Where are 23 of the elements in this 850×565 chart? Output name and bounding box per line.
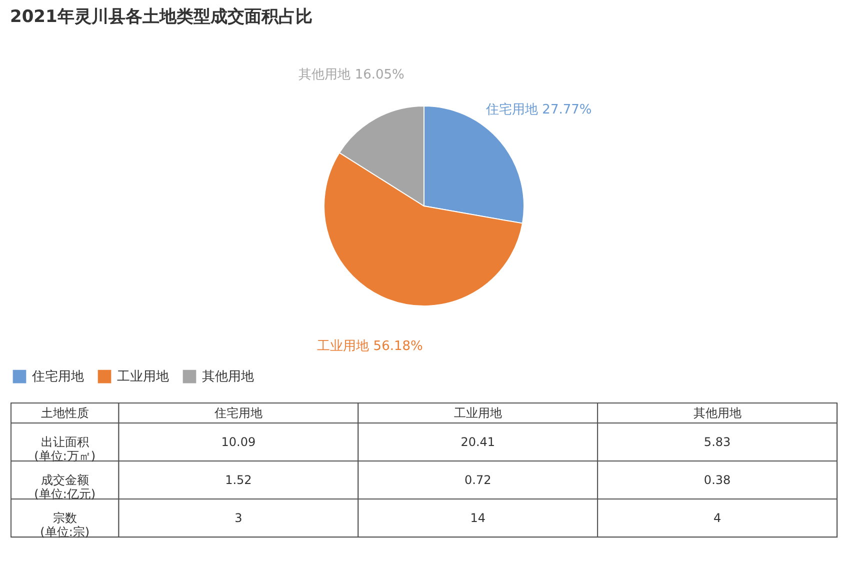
- text: 4: [713, 511, 722, 525]
- text: 土地性质: [40, 406, 89, 420]
- text: 1.52: [225, 473, 252, 487]
- category-label: 住宅用地 27.77%: [486, 102, 592, 118]
- text: 14: [470, 511, 486, 525]
- legend-label: 其他用地: [202, 370, 254, 385]
- category-label: 出让面积 (单位:万㎡): [34, 435, 96, 463]
- text: 3: [234, 511, 242, 525]
- category-label: 宗数 (单位:宗): [40, 511, 90, 539]
- category-label: 其他用地: [693, 406, 742, 420]
- text: 0.72: [464, 473, 492, 487]
- text: 0.38: [704, 473, 731, 487]
- category-label: 工业用地: [454, 406, 502, 420]
- category-label: 成交金额 (单位:亿元): [34, 473, 96, 501]
- category-label: 住宅用地: [213, 406, 262, 420]
- text: 10.09: [221, 435, 256, 449]
- category-label: 工业用地 56.18%: [317, 338, 423, 354]
- legend-label: 住宅用地: [31, 368, 84, 385]
- category-label: 其他用地 16.05%: [298, 68, 404, 83]
- chart-title: 2021年灵川县各土地类型成交面积占比: [10, 7, 312, 27]
- text: 20.41: [460, 435, 496, 449]
- legend-label: 工业用地: [117, 370, 169, 385]
- text: 5.83: [704, 435, 731, 449]
